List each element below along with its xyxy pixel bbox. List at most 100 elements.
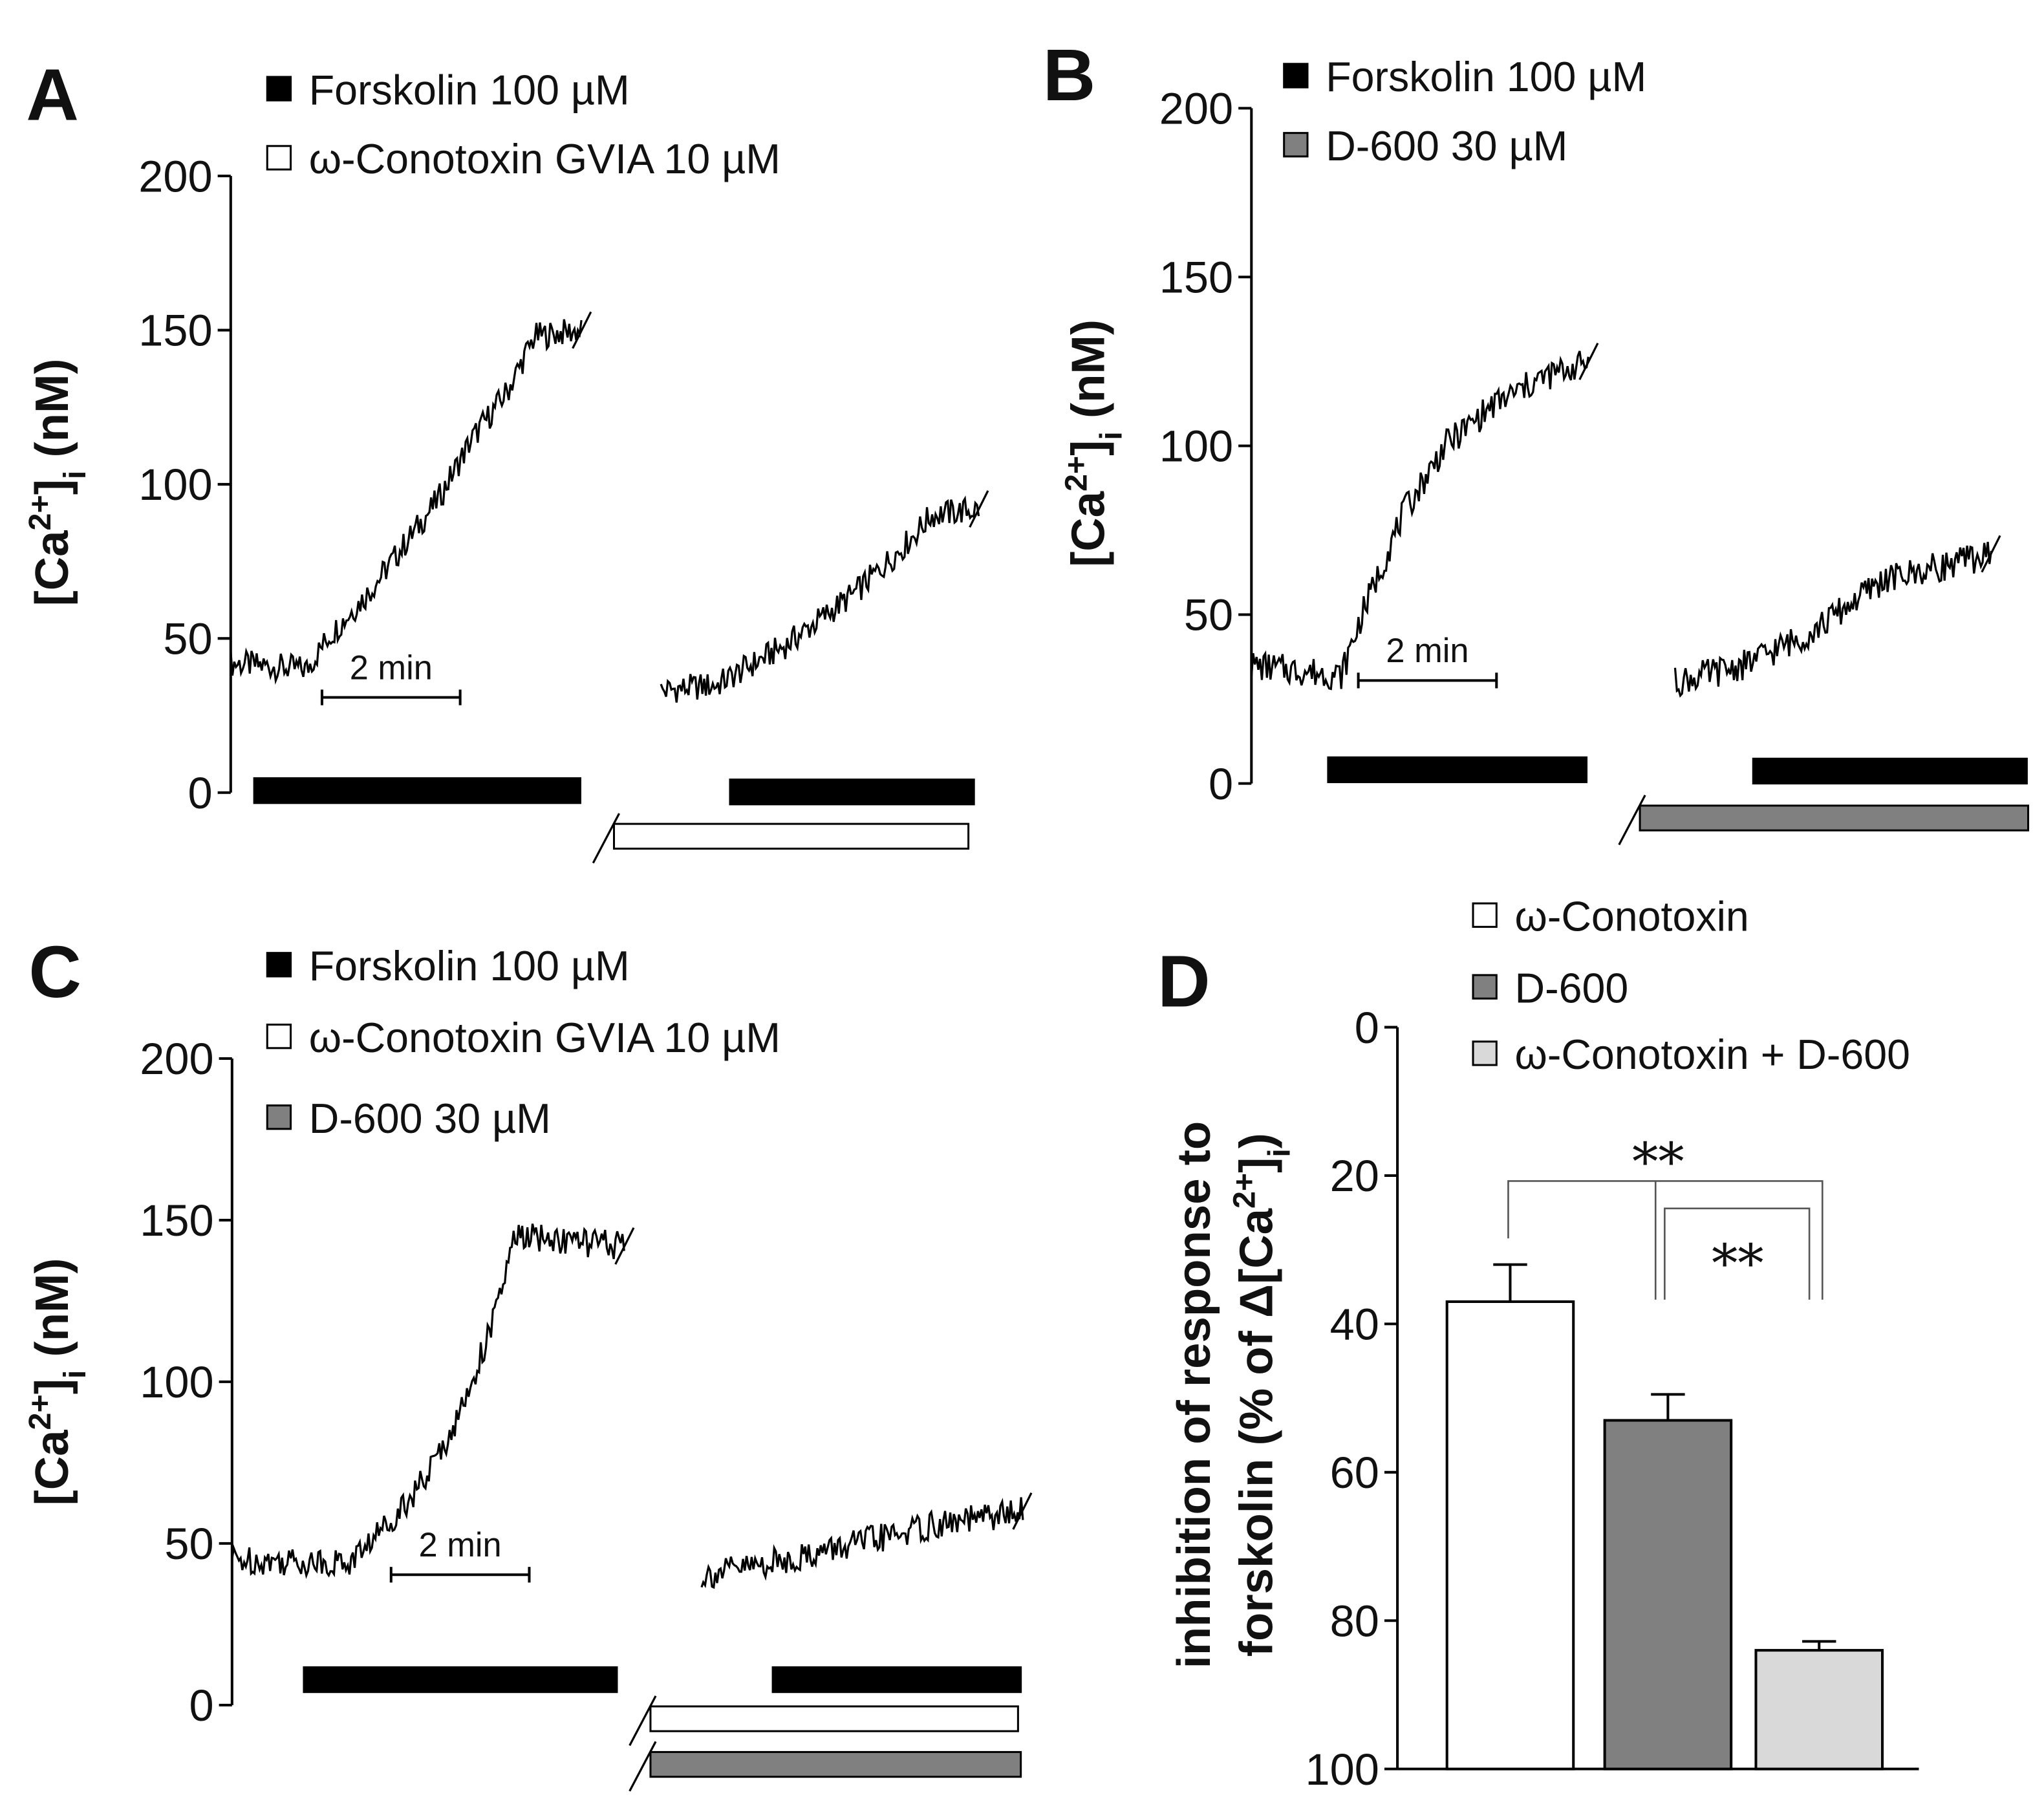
axis-break-mark [629, 1695, 657, 1747]
y-tick-label: 40 [1330, 1300, 1379, 1350]
y-axis-label-part: 2+ [23, 1394, 58, 1430]
y-axis-label-part: [Ca [26, 530, 78, 607]
legend-label-conotoxin: ω-Conotoxin GVIA 10 µM [309, 136, 780, 182]
calcium-trace [660, 495, 980, 703]
calcium-trace [1673, 541, 1992, 698]
legend-label-conotoxin: ω-Conotoxin GVIA 10 µM [309, 1015, 780, 1061]
application-bar-forskolin [771, 1666, 1022, 1694]
y-axis-label-line2-part: 2+ [1227, 1173, 1262, 1209]
trace-break-mark [572, 311, 592, 349]
calcium-trace [700, 1497, 1024, 1589]
significance-label: ** [1712, 1234, 1764, 1295]
legend-label-d600: D-600 30 µM [309, 1095, 551, 1142]
y-axis-label-part: [Ca [26, 1430, 78, 1506]
panel-letter: A [26, 54, 79, 135]
scale-bar-label: 2 min [1386, 632, 1468, 670]
y-axis-label-line1: inhibition of response to [1168, 1121, 1220, 1669]
trace-break-mark [1012, 1492, 1033, 1530]
panel-letter: C [28, 931, 81, 1013]
legend-swatch-conotoxin [266, 1024, 292, 1049]
legend-swatch-combo [1472, 1040, 1498, 1066]
y-axis-label-part: ] [26, 1379, 78, 1394]
panel-D: D 0 20 40 60 80 100 inhibition of response to fo… [1157, 893, 1919, 1794]
panel-letter: D [1157, 940, 1210, 1022]
y-tick-label: 150 [140, 1196, 213, 1245]
bar-d600 [1603, 1419, 1733, 1770]
y-axis-label-part: (nM) [1062, 319, 1115, 431]
y-tick-label: 150 [138, 306, 212, 356]
y-tick-label: 80 [1330, 1596, 1379, 1646]
significance-bracket-outer [1507, 1180, 1823, 1300]
y-axis-label-part: i [58, 471, 92, 479]
legend-swatch-forskolin [266, 952, 292, 978]
legend-label-d600: D-600 [1515, 965, 1629, 1011]
legend-label-d600: D-600 30 µM [1326, 123, 1567, 169]
y-axis-label-line2-part: i [1262, 1148, 1297, 1157]
y-axis-label-part: i [1094, 431, 1129, 440]
y-axis-label-line2: forskolin (% of Δ[Ca2+]i) [1227, 1133, 1297, 1657]
trace-break-mark [614, 1227, 635, 1265]
y-tick-label: 0 [1209, 759, 1233, 809]
y-axis-label-line2-part: forskolin (% of Δ[Ca [1231, 1208, 1283, 1657]
y-tick-label: 100 [138, 460, 212, 510]
bar-combo [1754, 1649, 1884, 1770]
y-tick-label: 20 [1330, 1151, 1379, 1201]
trace-break-mark [1981, 535, 2001, 573]
legend-label-forskolin: Forskolin 100 µM [309, 943, 630, 989]
calcium-trace [230, 319, 583, 685]
y-tick-label: 100 [140, 1357, 213, 1407]
legend-swatch-conotoxin [266, 145, 292, 171]
calcium-trace [231, 1223, 625, 1579]
y-tick-label: 200 [138, 151, 212, 201]
scale-bar-label: 2 min [419, 1527, 502, 1564]
y-tick-label: 200 [140, 1034, 213, 1084]
significance-bracket-inner [1664, 1207, 1811, 1300]
y-tick-label: 60 [1330, 1448, 1379, 1498]
legend-label-forskolin: Forskolin 100 µM [309, 67, 630, 113]
y-axis-label: [Ca2+]i (nM) [23, 1258, 92, 1505]
application-bar-conotoxin [612, 823, 970, 850]
y-tick-label: 0 [189, 1681, 213, 1730]
legend-swatch-forskolin [266, 76, 292, 102]
y-tick-label: 100 [1306, 1745, 1379, 1794]
y-axis-label-part: 2+ [1059, 456, 1094, 491]
axis-break-mark [1618, 794, 1646, 846]
y-tick-label: 150 [1159, 253, 1233, 303]
legend-swatch-d600 [1472, 974, 1498, 1000]
y-axis-label-part: ] [1062, 440, 1115, 456]
trace-break-mark [969, 490, 989, 528]
legend-label-conotoxin: ω-Conotoxin [1515, 893, 1749, 940]
y-axis-label-part: 2+ [23, 495, 58, 530]
legend-swatch-conotoxin [1472, 902, 1498, 928]
y-axis-label-part: i [58, 1370, 92, 1379]
application-bar-forskolin [729, 779, 975, 806]
axis-break-mark [629, 1741, 657, 1792]
application-bar-forskolin [253, 777, 581, 804]
y-axis-label-line2-part: ) [1231, 1133, 1283, 1148]
y-tick-label: 50 [1184, 590, 1233, 640]
y-axis-label-part: (nM) [26, 358, 78, 470]
application-bar-d600 [649, 1750, 1022, 1778]
application-bar-forskolin [1327, 756, 1588, 784]
legend-swatch-forskolin [1283, 63, 1309, 89]
bar-conotoxin [1445, 1300, 1575, 1770]
y-tick-label: 50 [163, 614, 212, 664]
calcium-trace [1250, 350, 1589, 691]
y-tick-label: 50 [164, 1519, 213, 1569]
panel-B: B 0 50 100 150 200 [Ca2+]i (nM) Forskolin 100 µ… [1043, 34, 2030, 846]
y-tick-label: 100 [1159, 422, 1233, 471]
y-axis-label-part: [Ca [1062, 491, 1115, 567]
significance-label: ** [1632, 1132, 1684, 1192]
scale-bar-label: 2 min [350, 649, 433, 687]
application-bar-forskolin [303, 1666, 618, 1694]
y-tick-label: 0 [188, 768, 212, 818]
legend-swatch-d600 [266, 1104, 292, 1130]
y-tick-label: 0 [1355, 1003, 1379, 1053]
y-axis-label-part: ] [26, 479, 78, 495]
y-axis-label: [Ca2+]i (nM) [1059, 319, 1129, 567]
application-bar-conotoxin [649, 1705, 1019, 1732]
legend-label-combo: ω-Conotoxin + D-600 [1515, 1031, 1910, 1078]
y-axis-label-part: (nM) [26, 1258, 78, 1370]
y-axis-label: [Ca2+]i (nM) [23, 358, 92, 606]
